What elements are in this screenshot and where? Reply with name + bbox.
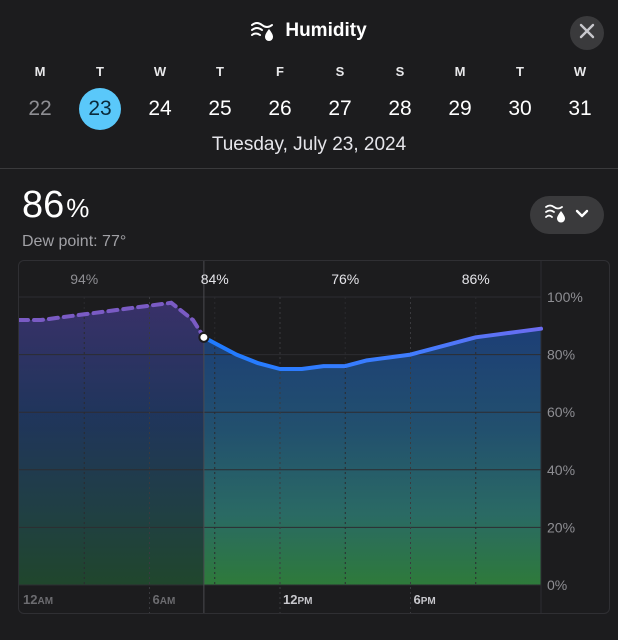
day-of-week: F [276, 64, 284, 79]
day-of-week: T [216, 64, 224, 79]
humidity-chart[interactable]: 94% 84% 76% 86% 100% 80% 60% 40% 20% 0% 12AM 6AM 12P… [18, 260, 610, 614]
dew-point: Dew point: 77° [22, 233, 127, 250]
day-item[interactable]: M 22 [10, 64, 70, 130]
humidity-icon [251, 20, 277, 42]
close-button[interactable] [570, 16, 604, 50]
day-of-week: W [153, 64, 167, 79]
day-of-week: T [96, 64, 104, 79]
day-number: 28 [388, 97, 412, 120]
day-of-week: S [395, 64, 405, 79]
day-number: 25 [208, 97, 232, 120]
humidity-icon [545, 203, 569, 228]
current-humidity-value: 86 [22, 184, 65, 226]
day-number: 26 [268, 97, 292, 120]
top-label: 76% [331, 271, 359, 287]
header: Humidity M 22 T 23 W 24 T [0, 0, 618, 168]
day-number: 27 [328, 97, 352, 120]
day-item[interactable]: F 26 [250, 64, 310, 130]
day-number: 29 [448, 97, 472, 120]
current-reading: 86% Dew point: 77° [22, 184, 126, 251]
day-number: 24 [148, 97, 172, 120]
title-bar: Humidity [0, 20, 618, 42]
current-humidity-unit: % [66, 193, 90, 223]
future-series-line [201, 326, 543, 371]
y-tick-label: 100% [547, 289, 583, 305]
x-tick-label: 12AM [23, 592, 53, 607]
close-icon [579, 23, 595, 44]
x-tick-label: 6PM [414, 592, 436, 607]
y-tick-label: 20% [547, 519, 575, 535]
y-tick-label: 60% [547, 404, 575, 420]
day-item-selected[interactable]: T 23 [70, 64, 130, 130]
day-item[interactable]: S 28 [370, 64, 430, 130]
day-item[interactable]: T 30 [490, 64, 550, 130]
past-series-line [19, 300, 206, 340]
chevron-down-icon [575, 206, 589, 224]
day-selector: M 22 T 23 W 24 T 25 F 26 S 27 [10, 64, 610, 134]
day-item[interactable]: W 24 [130, 64, 190, 130]
top-label: 86% [462, 271, 490, 287]
day-item[interactable]: M 29 [430, 64, 490, 130]
day-number: 23 [79, 88, 121, 130]
day-number: 30 [508, 97, 532, 120]
top-label: 84% [201, 271, 229, 287]
day-of-week: S [335, 64, 345, 79]
day-number: 31 [568, 97, 592, 120]
current-humidity: 86% [22, 184, 126, 229]
divider [0, 168, 618, 169]
day-of-week: M [454, 64, 466, 79]
y-tick-label: 80% [547, 347, 575, 363]
day-number: 22 [28, 97, 52, 120]
x-tick-label: 6AM [153, 592, 176, 607]
humidity-chart-svg: 94% 84% 76% 86% 100% 80% 60% 40% 20% 0% 12AM 6AM 12P… [19, 261, 583, 613]
page-title: Humidity [285, 20, 367, 41]
day-item[interactable]: W 31 [550, 64, 610, 130]
top-label: 94% [70, 271, 98, 287]
condition-picker-button[interactable] [530, 196, 604, 234]
day-of-week: W [573, 64, 587, 79]
day-item[interactable]: T 25 [190, 64, 250, 130]
x-tick-label: 12PM [283, 592, 312, 607]
past-area-fill [19, 302, 204, 585]
day-of-week: T [516, 64, 524, 79]
y-tick-label: 0% [547, 577, 567, 593]
day-item[interactable]: S 27 [310, 64, 370, 130]
day-of-week: M [34, 64, 46, 79]
current-point-marker [198, 331, 210, 343]
selected-date: Tuesday, July 23, 2024 [211, 134, 407, 155]
y-tick-label: 40% [547, 462, 575, 478]
